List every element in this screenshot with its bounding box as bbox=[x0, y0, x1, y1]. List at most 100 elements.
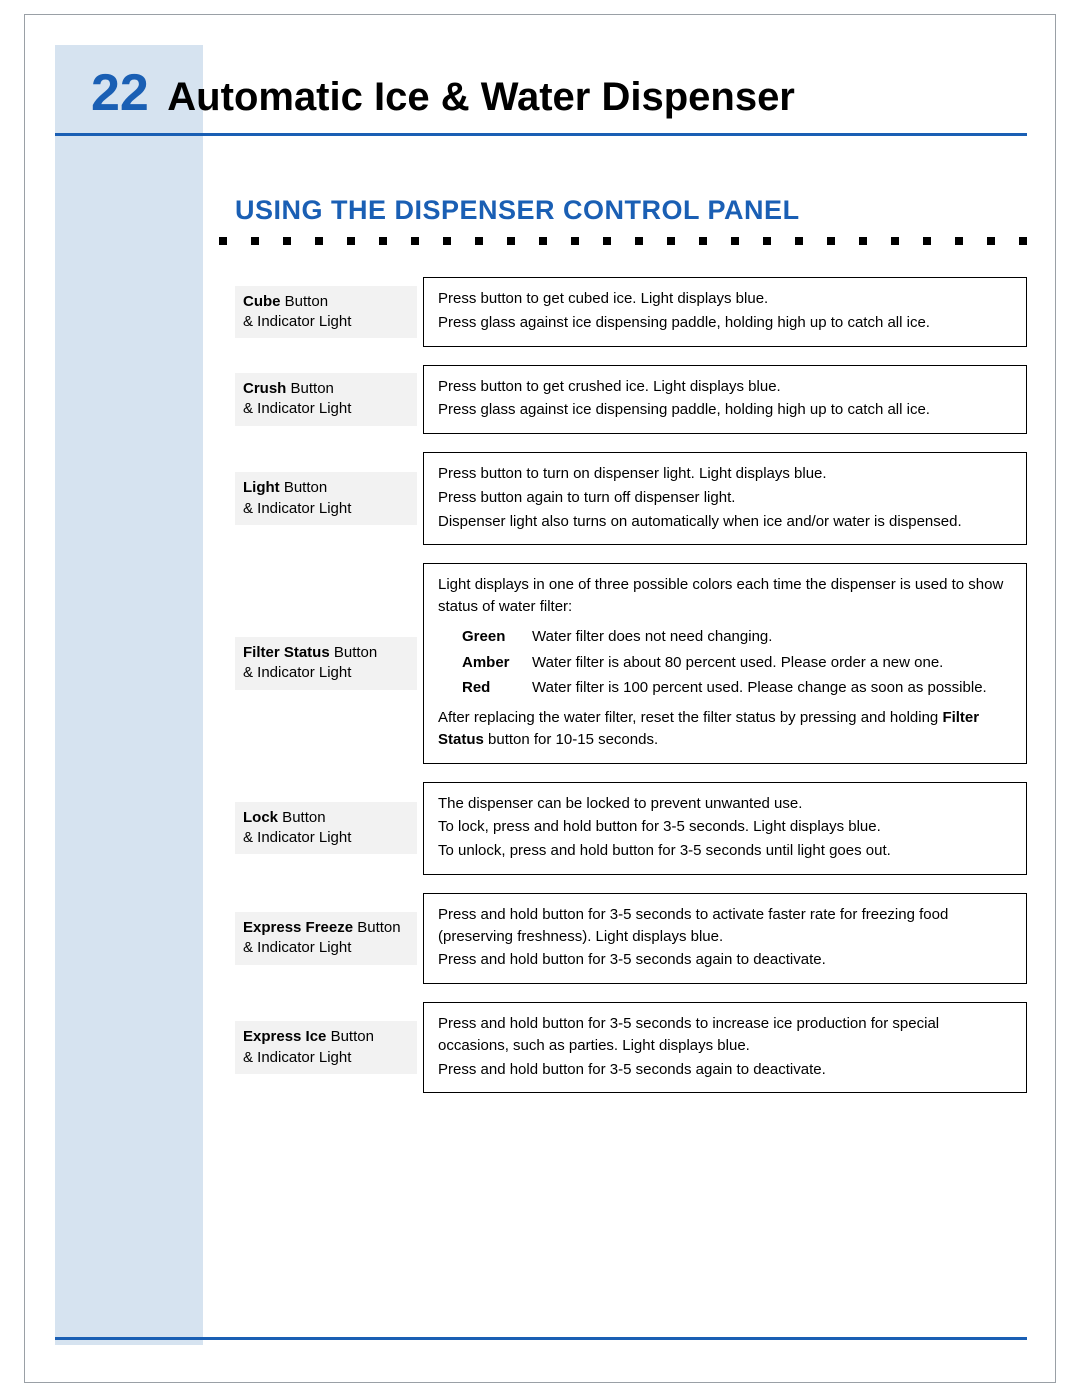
row-label-line2: & Indicator Light bbox=[243, 313, 351, 330]
dot bbox=[571, 237, 579, 245]
dot bbox=[347, 237, 355, 245]
desc-line: Press glass against ice dispensing paddl… bbox=[438, 399, 1012, 421]
desc-line: Press glass against ice dispensing paddl… bbox=[438, 312, 1012, 334]
row-label-rest: Button bbox=[278, 809, 326, 826]
table-row: Filter Status Button & Indicator Light Lig… bbox=[235, 563, 1027, 763]
desc-line: Press button to get cubed ice. Light dis… bbox=[438, 288, 1012, 310]
row-label-rest: Button bbox=[330, 644, 378, 661]
row-desc: Press and hold button for 3-5 seconds to… bbox=[423, 893, 1027, 984]
dot bbox=[411, 237, 419, 245]
row-desc: Press button to get crushed ice. Light d… bbox=[423, 365, 1027, 435]
desc-outro: After replacing the water filter, reset … bbox=[438, 707, 1012, 751]
color-table: GreenWater filter does not need changing… bbox=[462, 626, 1012, 699]
row-label-rest: Button bbox=[280, 479, 328, 496]
row-desc: Press button to get cubed ice. Light dis… bbox=[423, 277, 1027, 347]
table-row: Lock Button & Indicator Light The dispense… bbox=[235, 782, 1027, 875]
dot bbox=[251, 237, 259, 245]
dot bbox=[443, 237, 451, 245]
table-row: Light Button & Indicator Light Press butto… bbox=[235, 452, 1027, 545]
row-label-line2: & Indicator Light bbox=[243, 664, 351, 681]
dot bbox=[859, 237, 867, 245]
row-label-bold: Filter Status bbox=[243, 644, 330, 661]
dot bbox=[283, 237, 291, 245]
row-desc: The dispenser can be locked to prevent u… bbox=[423, 782, 1027, 875]
dot bbox=[987, 237, 995, 245]
dot bbox=[731, 237, 739, 245]
desc-line: To unlock, press and hold button for 3-5… bbox=[438, 840, 1012, 862]
row-label-line2: & Indicator Light bbox=[243, 829, 351, 846]
dot bbox=[955, 237, 963, 245]
desc-line: Dispenser light also turns on automatica… bbox=[438, 511, 1012, 533]
table-row: Crush Button& Indicator LightPress butto… bbox=[235, 365, 1027, 435]
dot bbox=[827, 237, 835, 245]
color-name: Amber bbox=[462, 652, 532, 674]
page-number: 22 bbox=[91, 63, 149, 123]
dot bbox=[699, 237, 707, 245]
page-header: 22 Automatic Ice & Water Dispenser bbox=[55, 63, 1027, 136]
dot bbox=[315, 237, 323, 245]
row-label-rest: Button bbox=[286, 380, 334, 397]
row-label-bold: Lock bbox=[243, 809, 278, 826]
color-text: Water filter is about 80 percent used. P… bbox=[532, 652, 1012, 674]
content-table: Cube Button& Indicator LightPress button… bbox=[235, 277, 1027, 1111]
desc-line: The dispenser can be locked to prevent u… bbox=[438, 793, 1012, 815]
row-label-bold: Cube bbox=[243, 293, 281, 310]
color-name: Red bbox=[462, 677, 532, 699]
dot bbox=[1019, 237, 1027, 245]
desc-outro-post: button for 10-15 seconds. bbox=[484, 731, 658, 748]
row-label-bold: Express Ice bbox=[243, 1028, 326, 1045]
table-row: Cube Button & Indicator Light Press button… bbox=[235, 277, 1027, 347]
desc-outro-pre: After replacing the water filter, reset … bbox=[438, 709, 942, 726]
table-row: Express Ice Button & Indicator Light Press… bbox=[235, 1002, 1027, 1093]
row-label: Lock Button & Indicator Light bbox=[235, 802, 417, 855]
desc-line: Press and hold button for 3-5 seconds to… bbox=[438, 904, 1012, 948]
desc-line: Press button to turn on dispenser light.… bbox=[438, 463, 1012, 485]
row-desc: Press button to turn on dispenser light.… bbox=[423, 452, 1027, 545]
dot bbox=[603, 237, 611, 245]
desc-line: Press button again to turn off dispenser… bbox=[438, 487, 1012, 509]
dot bbox=[923, 237, 931, 245]
row-label-rest: Button bbox=[281, 293, 329, 310]
dot bbox=[539, 237, 547, 245]
dot bbox=[763, 237, 771, 245]
desc-intro: Light displays in one of three possible … bbox=[438, 574, 1012, 618]
section-title: USING THE DISPENSER CONTROL PANEL bbox=[235, 195, 800, 226]
row-label-bold: Express Freeze bbox=[243, 919, 353, 936]
color-text: Water filter does not need changing. bbox=[532, 626, 1012, 648]
dot bbox=[667, 237, 675, 245]
row-label-line2: & Indicator Light bbox=[243, 1049, 351, 1066]
page-title: Automatic Ice & Water Dispenser bbox=[167, 75, 795, 120]
dot bbox=[891, 237, 899, 245]
row-label: Light Button & Indicator Light bbox=[235, 472, 417, 525]
row-label-rest: Button bbox=[326, 1028, 374, 1045]
row-label-bold: Light bbox=[243, 479, 280, 496]
dot bbox=[91, 237, 99, 245]
color-row: RedWater filter is 100 percent used. Ple… bbox=[462, 677, 1012, 699]
row-label-rest: Button bbox=[353, 919, 401, 936]
dot bbox=[123, 237, 131, 245]
row-desc: Light displays in one of three possible … bbox=[423, 563, 1027, 763]
dot bbox=[379, 237, 387, 245]
desc-line: Press and hold button for 3-5 seconds ag… bbox=[438, 949, 1012, 971]
row-desc: Press and hold button for 3-5 seconds to… bbox=[423, 1002, 1027, 1093]
row-label-line2: & Indicator Light bbox=[243, 500, 351, 517]
row-label-line2: & Indicator Light bbox=[243, 939, 351, 956]
row-label-bold: Crush bbox=[243, 380, 286, 397]
color-row: GreenWater filter does not need changing… bbox=[462, 626, 1012, 648]
desc-line: To lock, press and hold button for 3-5 s… bbox=[438, 816, 1012, 838]
dot bbox=[475, 237, 483, 245]
row-label: Express Ice Button & Indicator Light bbox=[235, 1021, 417, 1074]
desc-line: Press and hold button for 3-5 seconds ag… bbox=[438, 1059, 1012, 1081]
color-name: Green bbox=[462, 626, 532, 648]
row-label: Filter Status Button & Indicator Light bbox=[235, 637, 417, 690]
page-frame: 22 Automatic Ice & Water Dispenser USING… bbox=[24, 14, 1056, 1383]
dot bbox=[187, 237, 195, 245]
dot bbox=[219, 237, 227, 245]
color-text: Water filter is 100 percent used. Please… bbox=[532, 677, 1012, 699]
table-row: Express Freeze Button& Indicator Light Pr… bbox=[235, 893, 1027, 984]
row-label: Cube Button & Indicator Light bbox=[235, 286, 417, 339]
desc-line: Press and hold button for 3-5 seconds to… bbox=[438, 1013, 1012, 1057]
footer-rule bbox=[55, 1337, 1027, 1340]
dot bbox=[507, 237, 515, 245]
dot bbox=[795, 237, 803, 245]
